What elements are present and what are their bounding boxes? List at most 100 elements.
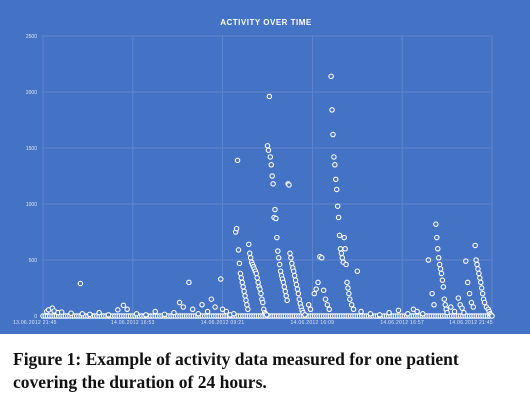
data-point — [237, 270, 244, 277]
data-point — [269, 173, 275, 179]
data-point — [440, 284, 447, 290]
data-point — [273, 215, 279, 222]
data-point — [295, 290, 302, 297]
data-point — [58, 309, 65, 315]
data-point — [442, 302, 448, 308]
data-point — [478, 279, 484, 286]
y-axis-tick-labels: 0 500 1000 1500 2000 2500 — [26, 34, 37, 320]
data-point — [330, 131, 336, 138]
data-point — [180, 304, 187, 310]
data-point — [186, 279, 192, 286]
y-tick-label: 2500 — [26, 34, 37, 40]
data-point — [275, 248, 281, 254]
data-point — [243, 297, 249, 304]
data-point — [244, 302, 250, 308]
data-point — [124, 306, 130, 313]
data-point — [354, 268, 361, 274]
data-point — [444, 309, 450, 316]
data-point — [195, 311, 202, 317]
data-point — [258, 290, 264, 297]
x-tick-label: 14.06.2012 16:53 — [111, 320, 155, 326]
data-point — [233, 225, 240, 232]
data-point — [405, 311, 411, 317]
data-point — [255, 279, 261, 286]
data-point — [468, 299, 475, 306]
y-tick-label: 1000 — [26, 202, 37, 208]
data-point — [311, 290, 318, 297]
data-point — [305, 302, 312, 308]
data-point — [441, 296, 448, 302]
data-point — [96, 309, 102, 316]
data-point — [433, 221, 439, 227]
data-point — [236, 260, 243, 267]
data-point — [287, 250, 293, 257]
data-point — [477, 275, 483, 281]
data-point — [319, 255, 325, 261]
data-point — [231, 311, 237, 317]
data-point — [438, 270, 445, 277]
x-tick-label: 14.06.2012 16:57 — [380, 320, 424, 326]
data-point — [489, 313, 495, 319]
data-point — [463, 258, 469, 264]
y-tick-label: 2000 — [26, 90, 37, 96]
data-point — [265, 147, 272, 153]
data-point — [240, 284, 246, 290]
y-tick-label: 0 — [34, 314, 37, 320]
data-point — [386, 309, 392, 316]
data-point — [68, 310, 74, 316]
data-point — [437, 266, 444, 272]
data-point — [313, 286, 319, 292]
data-point — [425, 257, 432, 263]
data-point — [290, 268, 297, 274]
data-point — [481, 299, 488, 306]
data-point — [282, 288, 289, 295]
data-point — [339, 255, 346, 261]
data-point — [336, 232, 343, 239]
data-point — [439, 277, 446, 283]
data-point — [212, 304, 218, 310]
data-point — [245, 306, 251, 313]
data-point — [333, 176, 339, 183]
data-point — [315, 279, 321, 286]
data-point — [204, 308, 211, 315]
x-axis-tick-labels: 13.06.2012 21:45 14.06.2012 16:53 14.06.20… — [13, 320, 493, 326]
data-point — [246, 241, 252, 248]
data-point — [348, 302, 355, 308]
data-point — [283, 293, 289, 299]
data-point — [302, 312, 308, 318]
data-point — [455, 295, 462, 301]
data-point — [435, 255, 442, 261]
data-point — [429, 290, 435, 297]
data-point — [341, 234, 347, 241]
data-point — [289, 260, 295, 267]
data-point — [436, 261, 443, 268]
data-point — [242, 293, 248, 299]
data-point — [267, 154, 274, 160]
x-tick-label: 14.06.2012 09:21 — [201, 320, 245, 326]
data-point — [286, 182, 292, 188]
data-point — [223, 308, 230, 315]
data-point — [358, 308, 364, 315]
data-point — [322, 296, 329, 302]
data-point — [420, 311, 426, 317]
data-point — [328, 73, 334, 80]
data-point — [326, 306, 332, 313]
data-point — [120, 302, 127, 309]
data-point — [268, 162, 274, 168]
data-point — [296, 296, 303, 302]
data-point — [253, 270, 260, 277]
data-point — [235, 247, 242, 253]
data-point — [87, 311, 93, 318]
data-point — [335, 214, 342, 221]
data-point — [189, 306, 196, 313]
data-point — [241, 288, 247, 295]
data-point — [350, 306, 357, 313]
data-point — [115, 307, 121, 313]
data-point — [434, 234, 440, 241]
data-point — [254, 275, 260, 281]
data-point — [324, 302, 331, 308]
data-point — [320, 287, 327, 293]
data-point — [161, 311, 168, 318]
data-point — [329, 107, 335, 113]
data-point — [171, 309, 177, 316]
